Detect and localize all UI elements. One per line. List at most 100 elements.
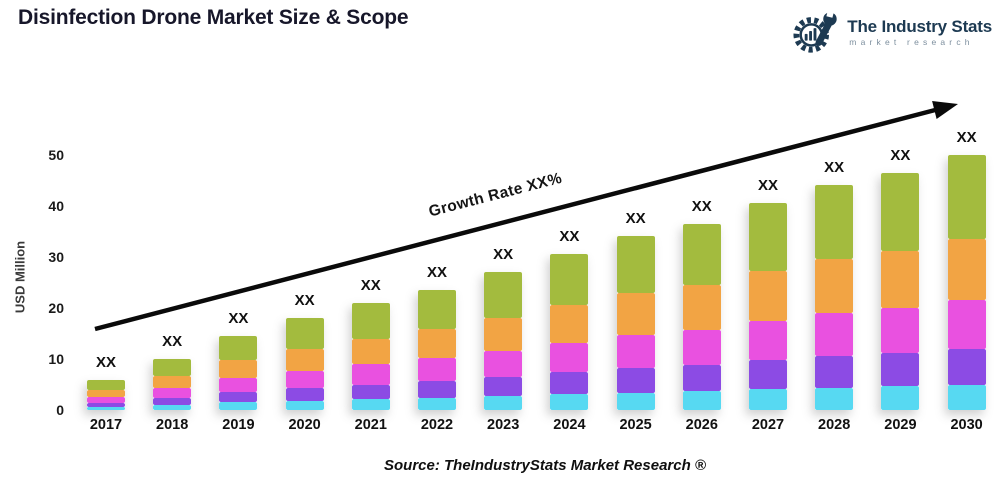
stacked-bar-2020 [285,318,324,410]
stacked-bar-2023 [484,272,523,410]
bar-segment-purple [682,365,721,392]
bar-segment-purple [285,388,324,401]
bar-segment-green [418,289,456,330]
bar-segment-purple [947,348,986,385]
bar-segment-green [749,202,787,272]
bar-value-label: XX [95,353,116,371]
bar-segment-purple [616,368,655,393]
bar-value-label: XX [691,197,712,215]
bar-segment-green [550,253,589,306]
bar-segment-magenta [616,335,655,369]
bar-segment-green [484,272,523,318]
bar-segment-green [682,223,721,286]
bar-segment-magenta [947,300,986,349]
bar-segment-magenta [153,388,192,398]
bar-segment-green [87,379,125,391]
x-axis-tick-label: 2024 [553,417,586,433]
y-axis-tick-label: 10 [48,351,64,367]
x-axis-tick-label: 2018 [156,417,189,433]
bar-segment-orange [285,348,324,371]
bar-segment-orange [682,285,721,330]
bar-segment-green [947,155,986,240]
bar-value-label: XX [824,159,845,177]
brand-name: The Industry Stats [847,16,992,36]
x-axis-tick-label: 2027 [751,417,785,433]
bar-segment-magenta [418,357,456,381]
brand-logo: The Industry Stats market research [793,8,992,56]
stacked-bar-2024 [550,253,589,410]
bar-segment-green [616,236,655,294]
y-axis-tick-label: 30 [48,249,64,265]
source-caption: Source: TheIndustryStats Market Research… [384,457,706,474]
bar-segment-magenta [285,370,324,389]
bar-segment-green [881,172,920,251]
bar-segment-cyan [815,387,854,410]
bar-segment-green [815,185,854,260]
bar-value-label: XX [294,292,315,310]
bar-segment-cyan [749,389,787,410]
stacked-bar-2017 [87,379,125,410]
bar-segment-cyan [219,402,258,410]
bar-value-label: XX [360,276,381,294]
x-axis-tick-label: 2029 [884,417,917,433]
bar-segment-cyan [418,397,456,410]
bar-segment-cyan [285,400,324,410]
x-axis-tick-label: 2021 [354,417,387,433]
bar-segment-purple [418,380,456,398]
stacked-bar-2027 [749,202,787,410]
bar-value-label: XX [956,129,977,146]
stacked-bar-2028 [815,185,854,410]
bar-value-label: XX [890,146,911,164]
bar-segment-magenta [219,377,258,393]
stacked-bar-2029 [881,172,920,410]
bar-segment-purple [881,352,920,387]
bar-segment-magenta [682,329,721,366]
bar-value-label: XX [493,246,514,264]
bar-segment-orange [484,317,523,351]
bar-segment-orange [881,250,920,308]
gear-bars-wrench-icon [793,8,837,53]
bar-segment-cyan [351,399,390,410]
bar-segment-orange [815,259,854,314]
y-axis-tick-label: 40 [48,198,64,214]
page-title: Disinfection Drone Market Size & Scope [18,6,409,29]
bar-segment-orange [219,360,258,378]
bar-segment-green [153,359,192,376]
x-axis-tick-label: 2023 [487,417,520,433]
bar-segment-orange [351,338,390,365]
bar-segment-cyan [87,406,125,410]
bar-segment-purple [153,397,192,405]
bar-segment-green [219,335,258,361]
x-axis-tick-label: 2019 [222,417,255,433]
x-axis-tick-label: 2017 [89,417,123,433]
bar-segment-magenta [881,308,920,353]
bar-segment-magenta [351,364,390,385]
bar-segment-orange [947,239,986,301]
y-axis-tick-label: 50 [48,147,64,163]
bar-segment-green [285,318,324,349]
bar-value-label: XX [559,227,580,245]
x-axis-tick-label: 2030 [950,417,983,433]
bar-segment-orange [87,390,125,398]
bar-segment-orange [749,271,787,321]
bar-segment-purple [749,360,787,390]
bar-segment-purple [219,392,258,403]
x-axis-tick-label: 2020 [288,417,321,433]
bar-segment-cyan [616,392,655,410]
x-axis-tick-label: 2022 [420,417,454,433]
bar-segment-magenta [815,313,854,356]
brand-tagline: market research [849,36,974,47]
bar-segment-purple [87,402,125,407]
stacked-bar-2030 [947,155,986,410]
stacked-bar-2025 [616,236,655,410]
bar-segment-cyan [550,394,589,410]
bar-segment-orange [616,293,655,336]
stacked-bar-2022 [418,289,456,410]
stacked-bar-2018 [153,359,192,410]
bar-segment-cyan [682,391,721,410]
stacked-bar-2021 [351,302,390,410]
bar-segment-cyan [484,396,523,410]
